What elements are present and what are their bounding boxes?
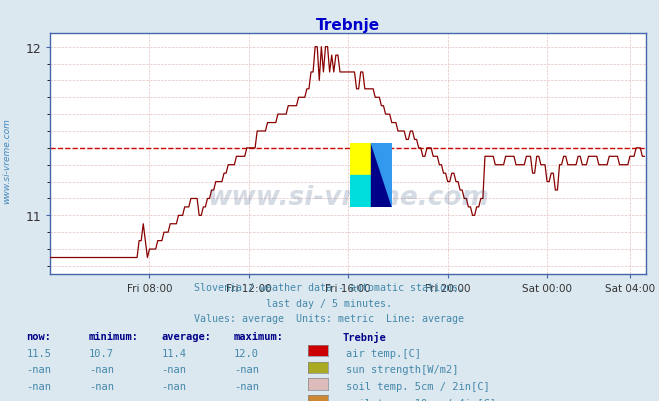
Text: last day / 5 minutes.: last day / 5 minutes. bbox=[266, 298, 393, 308]
Text: maximum:: maximum: bbox=[234, 331, 284, 341]
Text: -nan: -nan bbox=[26, 381, 51, 391]
Text: soil temp. 10cm / 4in[C]: soil temp. 10cm / 4in[C] bbox=[346, 398, 496, 401]
Title: Trebnje: Trebnje bbox=[316, 18, 380, 33]
Text: now:: now: bbox=[26, 331, 51, 341]
Text: average:: average: bbox=[161, 331, 212, 341]
Text: -nan: -nan bbox=[89, 381, 114, 391]
Text: sun strength[W/m2]: sun strength[W/m2] bbox=[346, 365, 459, 375]
Text: -nan: -nan bbox=[26, 398, 51, 401]
Text: 12.0: 12.0 bbox=[234, 348, 259, 358]
Text: -nan: -nan bbox=[161, 365, 186, 375]
Text: www.si-vreme.com: www.si-vreme.com bbox=[2, 117, 11, 203]
Text: -nan: -nan bbox=[234, 381, 259, 391]
Text: -nan: -nan bbox=[89, 365, 114, 375]
Text: Values: average  Units: metric  Line: average: Values: average Units: metric Line: aver… bbox=[194, 313, 465, 323]
Bar bbox=[371, 144, 391, 207]
Text: 11.5: 11.5 bbox=[26, 348, 51, 358]
Text: -nan: -nan bbox=[89, 398, 114, 401]
Text: 11.4: 11.4 bbox=[161, 348, 186, 358]
Text: -nan: -nan bbox=[161, 381, 186, 391]
Text: Trebnje: Trebnje bbox=[343, 331, 386, 342]
Text: Slovenia / weather data - automatic stations.: Slovenia / weather data - automatic stat… bbox=[194, 283, 465, 293]
Text: -nan: -nan bbox=[26, 365, 51, 375]
Text: www.si-vreme.com: www.si-vreme.com bbox=[208, 185, 489, 211]
Polygon shape bbox=[371, 144, 391, 207]
Text: -nan: -nan bbox=[234, 398, 259, 401]
Bar bbox=[351, 144, 371, 175]
Text: air temp.[C]: air temp.[C] bbox=[346, 348, 421, 358]
Bar bbox=[351, 175, 371, 207]
Text: 10.7: 10.7 bbox=[89, 348, 114, 358]
Text: -nan: -nan bbox=[234, 365, 259, 375]
Text: -nan: -nan bbox=[161, 398, 186, 401]
Text: minimum:: minimum: bbox=[89, 331, 139, 341]
Text: soil temp. 5cm / 2in[C]: soil temp. 5cm / 2in[C] bbox=[346, 381, 490, 391]
